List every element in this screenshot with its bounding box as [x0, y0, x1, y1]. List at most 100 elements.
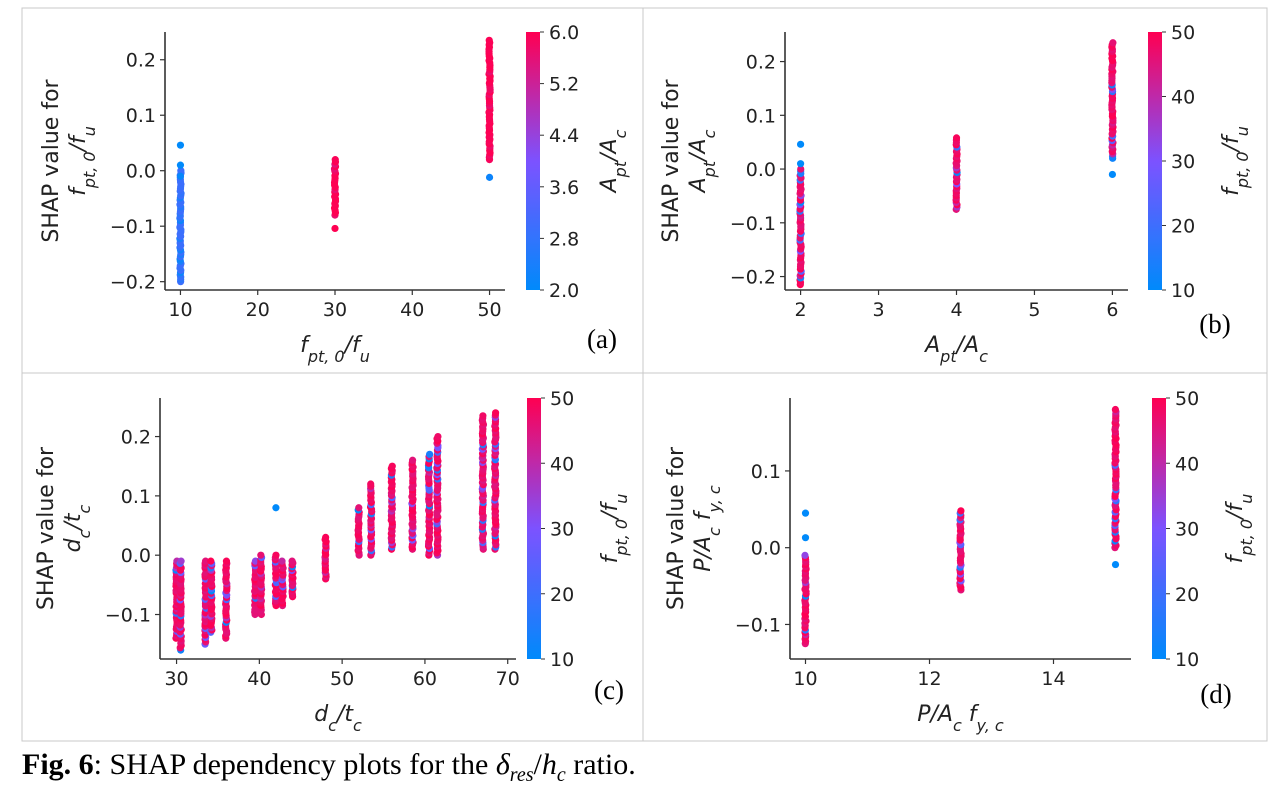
panel-label: (c)	[594, 675, 624, 705]
data-point-outlier	[176, 141, 185, 149]
x-tick-label: 6	[1106, 299, 1118, 321]
data-point	[485, 36, 493, 44]
x-tick-label: 40	[400, 299, 424, 321]
colorbar-tick-label: 30	[550, 519, 574, 541]
colorbar-tick-label: 4.4	[549, 125, 579, 147]
y-axis-label: SHAP value for	[664, 446, 689, 610]
y-axis-label: SHAP value for	[39, 78, 64, 242]
data-point-outlier	[796, 140, 805, 148]
x-tick-label: 10	[168, 299, 192, 321]
data-point	[177, 167, 185, 175]
data-point	[952, 134, 961, 142]
x-tick-label: 2	[795, 299, 807, 321]
data-point	[479, 412, 487, 420]
y-axis-label-symbol: Apt/Ac	[686, 129, 719, 194]
x-tick-label: 40	[247, 668, 271, 690]
x-tick-label: 70	[496, 668, 520, 690]
y-tick-label: 0.2	[746, 52, 776, 74]
x-axis-label: Apt/Ac	[923, 333, 988, 366]
colorbar-label: fpt, 0/fu	[1219, 126, 1252, 196]
colorbar-tick-label: 40	[1171, 87, 1195, 109]
colorbar-tick-label: 6.0	[549, 22, 579, 44]
x-tick-label: 30	[164, 668, 188, 690]
data-point-outlier	[272, 504, 280, 512]
y-tick-label: 0.0	[751, 538, 781, 560]
colorbar-tick-label: 20	[1171, 216, 1195, 238]
colorbar-tick-label: 5.2	[549, 74, 579, 96]
y-tick-label: 0.0	[746, 159, 776, 181]
colorbar-label: fpt, 0/fu	[598, 494, 631, 564]
x-tick-label: 14	[1041, 668, 1065, 690]
data-point	[1111, 405, 1119, 414]
y-tick-label: 0.1	[121, 486, 151, 508]
data-point	[207, 557, 215, 565]
y-tick-label: 0.2	[121, 427, 151, 449]
data-point	[201, 557, 210, 565]
y-tick-label: −0.1	[730, 213, 776, 235]
caption-divider: /	[533, 748, 542, 781]
x-axis-label: dc/tc	[314, 702, 362, 735]
colorbar-tick-label: 20	[550, 584, 574, 606]
y-axis-label-symbol: dc/tc	[61, 504, 94, 552]
x-tick-label: 10	[793, 668, 817, 690]
y-tick-label: −0.2	[110, 272, 156, 294]
colorbar-tick-label: 2.0	[549, 280, 579, 302]
x-tick-label: 50	[330, 668, 354, 690]
y-tick-label: 0.1	[751, 461, 781, 483]
data-point	[278, 557, 286, 565]
points-c	[172, 409, 500, 654]
x-tick-label: 5	[1028, 299, 1040, 321]
colorbar-tick-label: 50	[550, 388, 574, 410]
y-tick-label: 0.2	[126, 50, 156, 72]
colorbar-tick-label: 3.6	[549, 177, 579, 199]
data-point-outlier	[1111, 560, 1120, 569]
colorbar-label: Apt/Ac	[597, 129, 630, 194]
data-point	[177, 557, 185, 565]
y-axis-label: SHAP value for	[659, 78, 684, 242]
colorbar-d	[1152, 398, 1166, 659]
colorbar-tick-label: 2.8	[549, 228, 579, 250]
x-tick-label: 12	[917, 668, 941, 690]
data-point	[434, 432, 442, 441]
data-point	[257, 551, 265, 559]
x-tick-label: 50	[477, 299, 501, 321]
data-point	[957, 507, 965, 515]
panel-label: (b)	[1199, 309, 1230, 339]
x-axis-label: fpt, 0/fu	[300, 333, 370, 366]
figure-caption: Fig. 6: SHAP dependency plots for the δr…	[22, 748, 636, 787]
data-point-outlier	[796, 160, 805, 168]
data-point	[331, 156, 339, 164]
data-point	[1109, 39, 1117, 47]
data-point-outlier	[801, 509, 810, 517]
y-axis-label-symbol: P/Ac fy, c	[691, 485, 724, 572]
x-tick-label: 30	[323, 299, 347, 321]
figure-frame	[21, 7, 1268, 742]
colorbar-tick-label: 50	[1171, 22, 1195, 44]
data-point	[426, 450, 434, 458]
y-axis-label-symbol: fpt, 0/fu	[66, 126, 99, 196]
y-tick-label: 0.1	[126, 105, 156, 127]
panel-label: (a)	[587, 324, 617, 354]
x-tick-label: 60	[413, 668, 437, 690]
x-tick-label: 4	[950, 299, 962, 321]
colorbar-tick-label: 10	[1175, 649, 1199, 671]
colorbar-tick-label: 10	[550, 649, 574, 671]
data-point	[288, 557, 296, 565]
x-axis-label: P/Ac fy, c	[917, 702, 1004, 735]
caption-symbol-sub: res	[509, 764, 534, 786]
caption-text-before: : SHAP dependency plots for the	[93, 748, 496, 781]
y-tick-label: −0.1	[735, 614, 781, 636]
data-point	[408, 456, 417, 464]
points-a	[176, 36, 494, 286]
colorbar-tick-label: 20	[1175, 584, 1199, 606]
data-point	[322, 533, 330, 541]
data-point	[491, 409, 500, 417]
colorbar-c	[527, 398, 541, 659]
colorbar-tick-label: 40	[550, 453, 574, 475]
